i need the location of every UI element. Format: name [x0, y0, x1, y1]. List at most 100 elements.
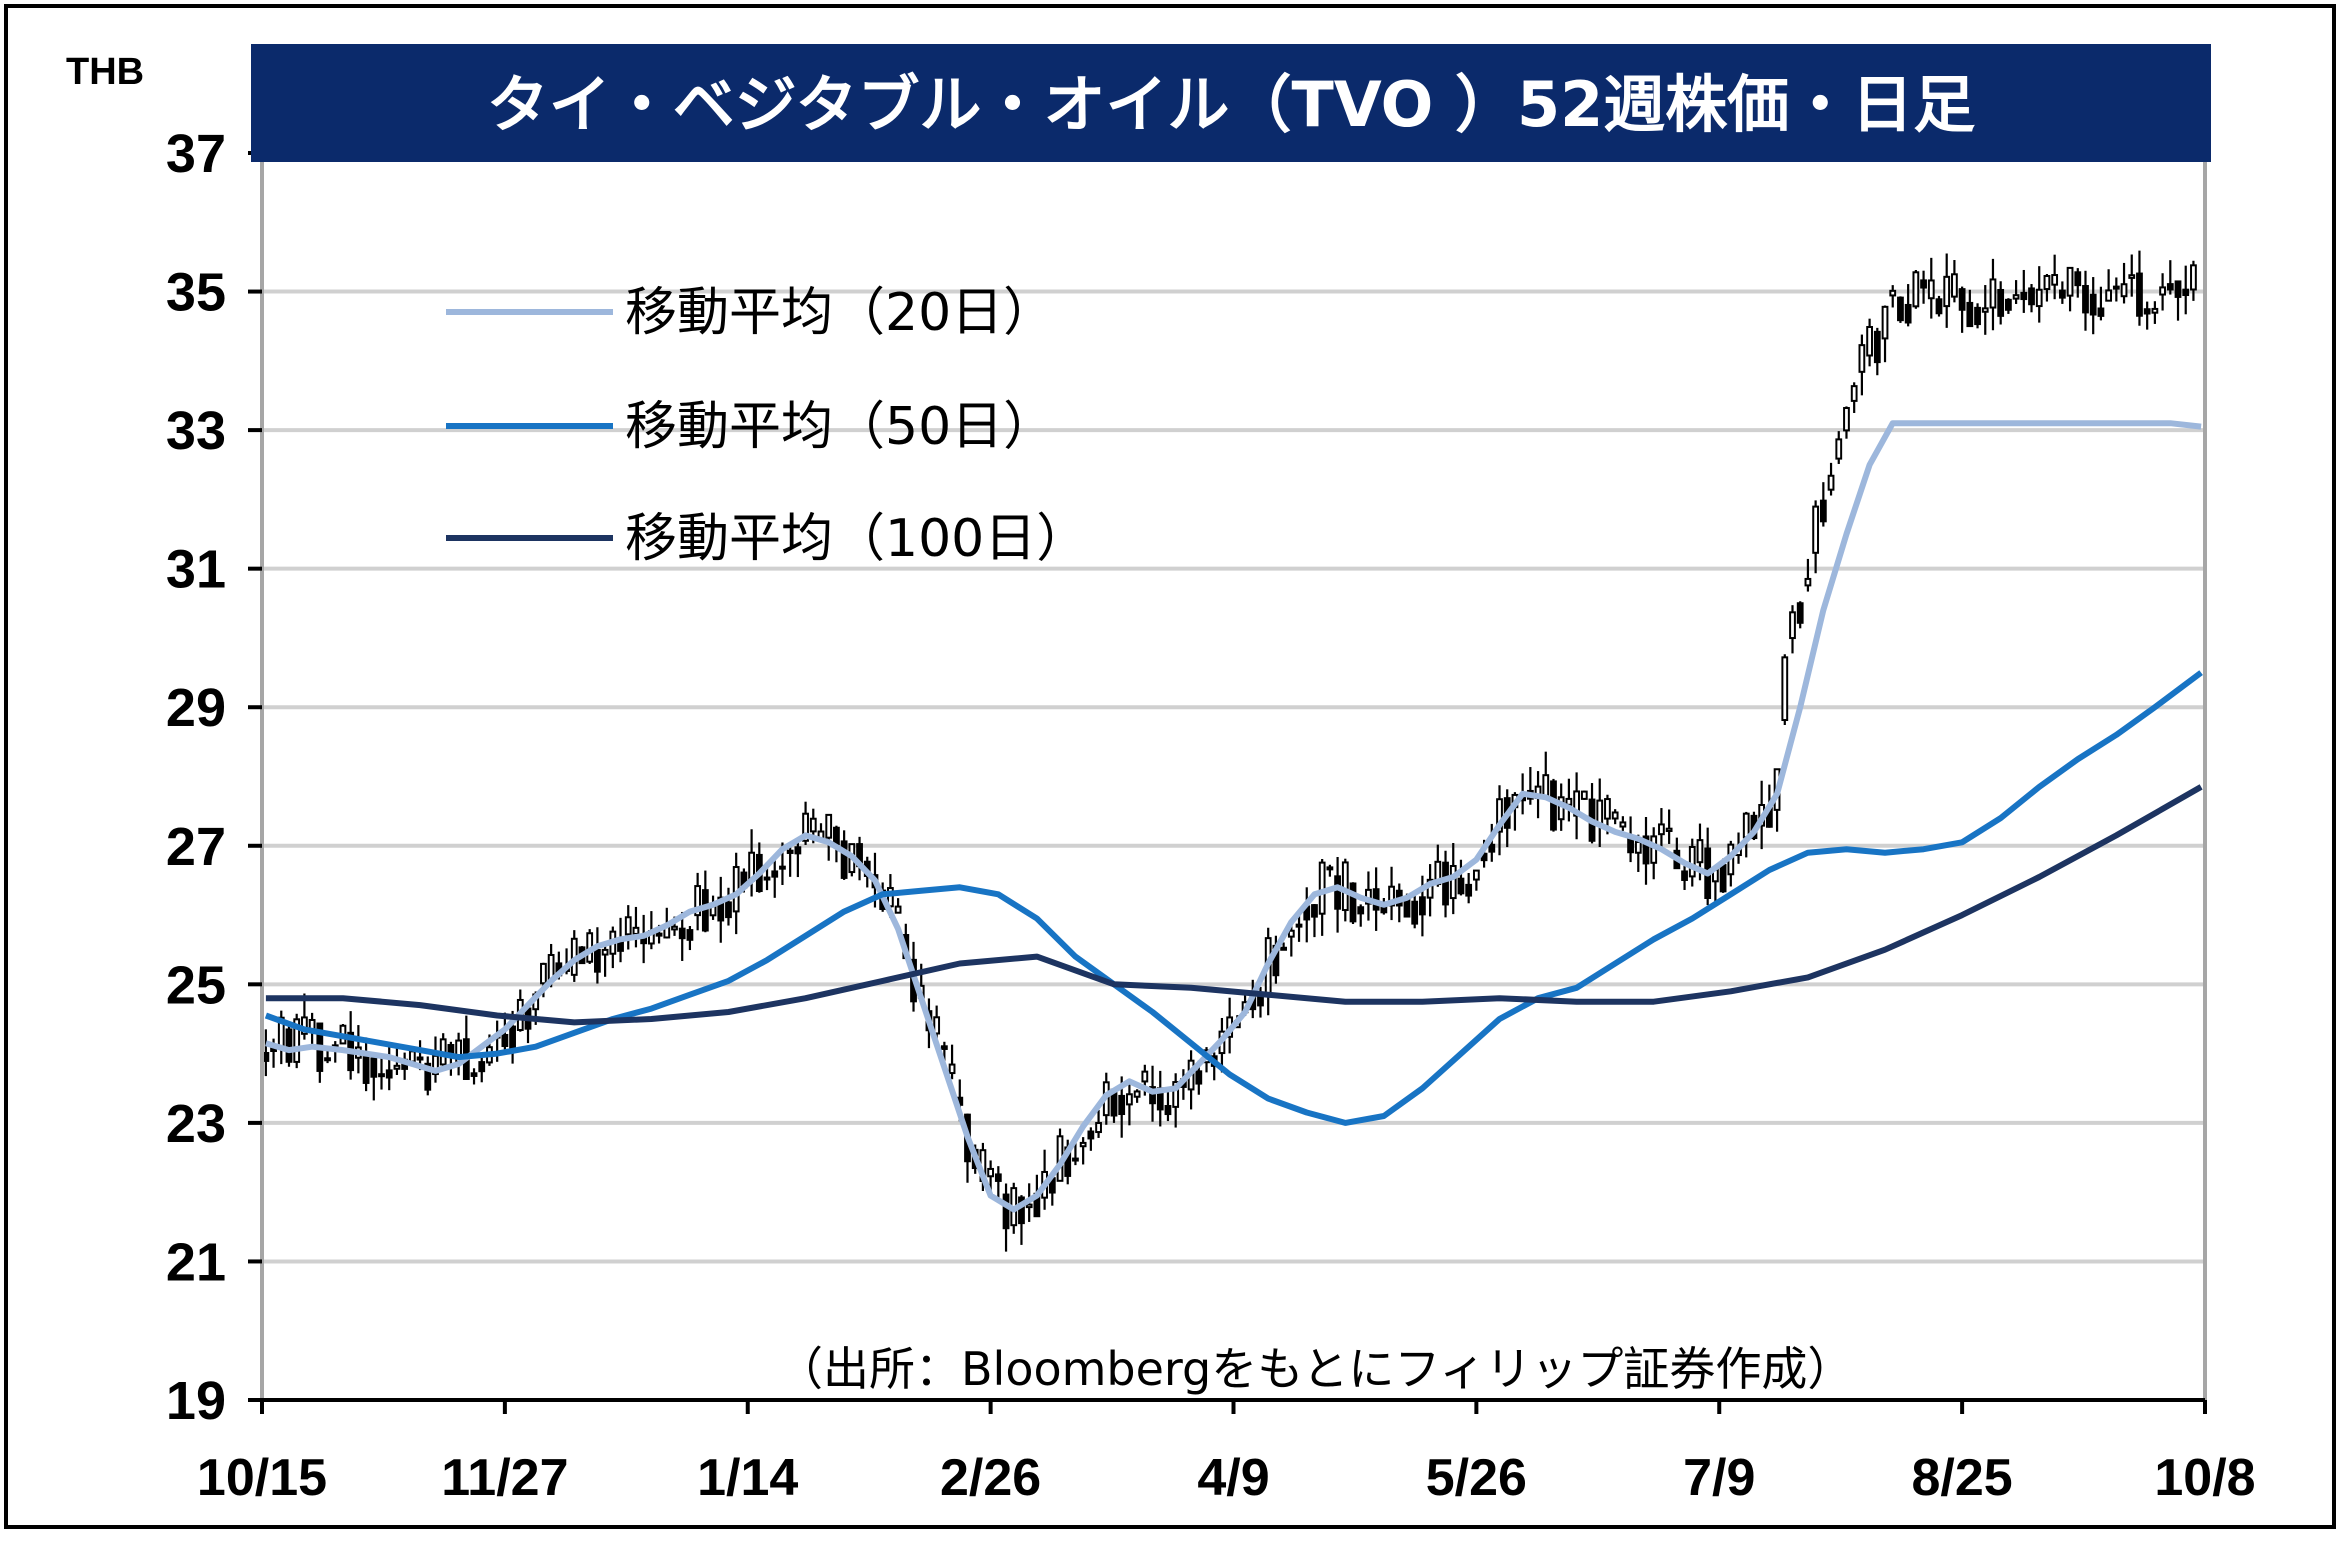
- candle-body: [1742, 812, 1750, 839]
- candle-body: [2058, 289, 2066, 299]
- axes: [260, 153, 2207, 1402]
- candle-body: [1442, 861, 1449, 906]
- candle-body: [894, 905, 902, 914]
- y-tick-label: 35: [166, 263, 226, 323]
- candle-body: [1079, 1141, 1087, 1148]
- candle-body: [1688, 845, 1696, 878]
- candle-body: [686, 929, 694, 941]
- candle-body: [2028, 287, 2035, 306]
- x-tick-label: 11/27: [441, 1449, 568, 1507]
- candle-body: [694, 885, 702, 917]
- title-bar: [251, 44, 2211, 162]
- candle-body: [540, 962, 547, 985]
- candle-body: [1850, 385, 1858, 402]
- candle-body: [1873, 330, 1881, 364]
- candle-body: [2112, 285, 2120, 290]
- candle-body: [1025, 1203, 1033, 1209]
- candle-body: [1357, 906, 1365, 915]
- candle-body: [1141, 1070, 1149, 1083]
- candle-body: [2120, 283, 2128, 298]
- candle-body: [1920, 279, 1927, 289]
- candle-body: [1897, 296, 1904, 322]
- candle-body: [2136, 272, 2143, 317]
- candle-body: [1719, 864, 1727, 893]
- candle-body: [1164, 1105, 1172, 1116]
- legend-label: 移動平均（50日）: [625, 397, 1055, 457]
- candle-body: [809, 817, 817, 833]
- y-tick-label: 21: [166, 1232, 226, 1292]
- candle-body: [2043, 275, 2051, 291]
- candle-body: [2174, 280, 2182, 298]
- candle-body: [594, 949, 601, 973]
- candle-body: [2190, 264, 2197, 291]
- y-axis-unit: THB: [66, 51, 144, 93]
- candle-body: [1943, 275, 1951, 308]
- candle-body: [1095, 1122, 1102, 1134]
- candle-body: [2143, 308, 2151, 315]
- candle-body: [794, 846, 802, 855]
- candle-body: [1472, 869, 1480, 881]
- candle-body: [1974, 306, 1981, 326]
- candle-body: [2097, 307, 2105, 317]
- candle-body: [324, 1057, 331, 1062]
- candle-body: [1604, 798, 1611, 820]
- candle-body: [1958, 288, 1966, 311]
- candle-body: [1658, 823, 1665, 836]
- candle-body: [1981, 307, 1989, 313]
- candle-body: [833, 826, 840, 846]
- candle-body: [1912, 271, 1920, 308]
- candle-body: [385, 1069, 393, 1079]
- candle-body: [1696, 839, 1704, 864]
- candle-body: [370, 1057, 378, 1078]
- candle-body: [1465, 883, 1473, 897]
- candle-body: [1496, 798, 1503, 833]
- candle-body: [424, 1062, 432, 1091]
- candle-body: [262, 1052, 270, 1062]
- candle-body: [1341, 861, 1349, 912]
- candle-body: [447, 1044, 455, 1054]
- candle-body: [1449, 864, 1457, 900]
- candle-body: [408, 1050, 416, 1063]
- ma-line-1: [265, 420, 2202, 1213]
- candle-body: [1318, 861, 1326, 915]
- candle-body: [1827, 474, 1835, 491]
- candle-body: [1295, 923, 1303, 928]
- moving-average-lines: [264, 420, 2203, 1213]
- candle-body: [1087, 1130, 1095, 1140]
- candle-body: [1195, 1070, 1203, 1085]
- candle-body: [1781, 656, 1789, 722]
- y-tick-label: 23: [166, 1094, 226, 1154]
- candle-body: [678, 927, 686, 940]
- candle-body: [1812, 505, 1820, 554]
- y-tick-label: 37: [166, 124, 226, 184]
- y-tick-label: 27: [166, 817, 226, 877]
- candle-body: [1611, 811, 1619, 820]
- candle-body: [2004, 298, 2012, 311]
- y-tick-label: 29: [166, 678, 226, 738]
- candle-body: [2128, 274, 2136, 279]
- candle-body: [2166, 283, 2174, 291]
- x-tick-label: 10/8: [2154, 1449, 2255, 1507]
- candle-body: [1149, 1086, 1156, 1105]
- candle-body: [1133, 1090, 1141, 1098]
- candle-body: [2035, 288, 2043, 308]
- candle-body: [1634, 840, 1642, 854]
- chart-title: タイ・ベジタブル・オイル（TVO ）52週株価・日足: [487, 68, 1976, 141]
- candle-body: [509, 1025, 516, 1052]
- candle-body: [2066, 266, 2074, 297]
- legend: 移動平均（20日） 移動平均（50日） 移動平均（100日）: [446, 283, 1088, 569]
- candle-body: [624, 916, 632, 936]
- candle-body: [786, 849, 794, 854]
- candle-body: [416, 1056, 424, 1061]
- candle-body: [1804, 577, 1812, 587]
- candle-body: [1018, 1196, 1025, 1225]
- candle-body: [1002, 1193, 1010, 1230]
- candle-body: [655, 932, 663, 937]
- candle-body: [1419, 896, 1426, 916]
- ma-line-2: [264, 670, 2203, 1126]
- candle-body: [1488, 843, 1496, 853]
- candle-body: [632, 926, 640, 935]
- candle-body: [470, 1072, 478, 1077]
- candle-body: [1989, 278, 1997, 309]
